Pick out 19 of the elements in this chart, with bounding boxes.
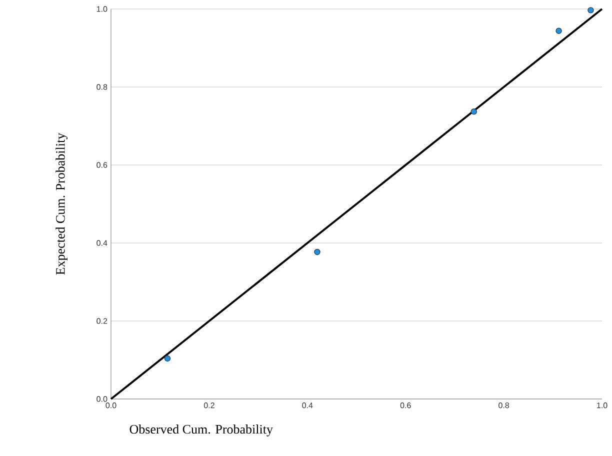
x-tick-label: 0.6	[400, 402, 411, 408]
point	[588, 7, 594, 14]
y-tick-label: 0.6	[96, 162, 108, 168]
point	[470, 108, 477, 115]
x-tick-label: 0.8	[498, 402, 510, 408]
point	[314, 248, 320, 256]
x-tick-label: 0.0	[106, 402, 116, 408]
y-tick-label: 0.4	[96, 240, 108, 246]
x-tick-label: 0.4	[302, 402, 313, 408]
x-tick-label: 0.2	[204, 402, 214, 408]
point	[164, 355, 171, 362]
y-tick-label: 0.2	[96, 318, 108, 324]
y-tick-label: 0.8	[96, 84, 108, 90]
y-axis-title: Expected Cum. Probability	[56, 132, 68, 275]
y-tick-label: 0.0	[96, 396, 108, 402]
point	[556, 28, 562, 34]
x-tick-label: 1.0	[597, 402, 608, 408]
x-axis-title: Observed Cum. Probability	[130, 424, 273, 436]
y-tick-label: 1.0	[96, 6, 108, 12]
